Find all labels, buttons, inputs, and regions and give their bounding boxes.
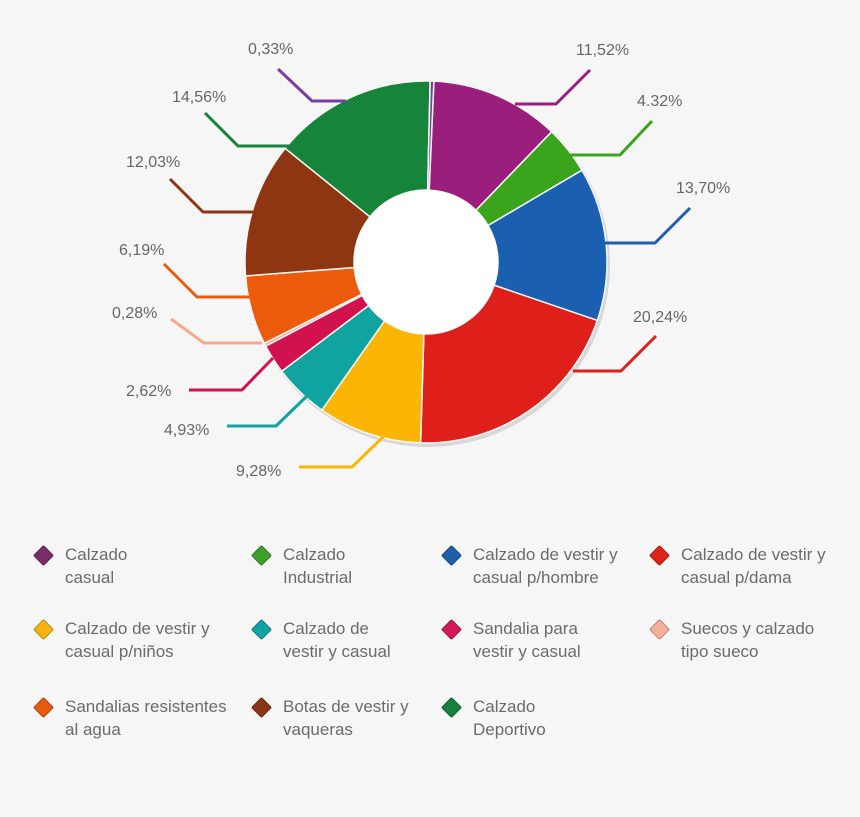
leader-line-10: [168, 177, 253, 214]
legend-label: Calzado Industrial: [283, 545, 352, 587]
data-label-8: 0,28%: [112, 305, 157, 322]
legend-label: Sandalia para vestir y casual: [473, 619, 581, 661]
legend-label: Calzado de vestir y casual: [283, 619, 391, 661]
legend-label: Botas de vestir y vaqueras: [283, 697, 409, 739]
leader-line-11: [203, 111, 289, 148]
data-label-3: 13,70%: [676, 180, 730, 197]
leader-line-12: [276, 67, 346, 103]
legend-label: Suecos y calzado tipo sueco: [681, 619, 815, 661]
leader-line-3: [604, 206, 692, 245]
legend-swatch-icon: [648, 618, 671, 641]
leader-line-4: [573, 334, 658, 373]
leader-line-5: [299, 433, 387, 469]
donut-hole: [354, 190, 498, 334]
donut-chart: 11,52% 4.32% 13,70% 20,24% 9,28% 4,93% 2,62% 0,…: [112, 41, 730, 480]
data-label-2: 4.32%: [637, 93, 682, 110]
legend-label: Calzado de vestir y casual p/hombre: [473, 545, 618, 587]
legend-label: Calzado casual: [65, 545, 128, 587]
legend-swatch-icon: [440, 544, 463, 567]
legend-label: Calzado Deportivo: [473, 697, 546, 739]
legend-swatch-icon: [32, 696, 55, 719]
leader-line-1: [515, 68, 592, 106]
data-label-6: 4,93%: [164, 422, 209, 439]
legend-swatch-icon: [32, 618, 55, 641]
legend-label: Calzado de vestir y casual p/niños: [65, 619, 210, 661]
data-label-10: 12,03%: [126, 154, 180, 171]
data-label-7: 2,62%: [126, 383, 171, 400]
leader-line-8: [170, 317, 262, 345]
leader-line-7: [189, 356, 275, 392]
leader-line-2: [566, 119, 654, 157]
data-label-4: 20,24%: [633, 309, 687, 326]
legend-label: Calzado de vestir y casual p/dama: [681, 545, 826, 587]
legend-swatch-icon: [250, 618, 273, 641]
leader-line-9: [162, 262, 250, 299]
legend-swatch-icon: [648, 544, 671, 567]
legend-swatch-icon: [250, 696, 273, 719]
legend-swatch-icon: [250, 544, 273, 567]
legend-swatch-icon: [440, 696, 463, 719]
data-label-12: 0,33%: [248, 41, 293, 58]
data-label-1: 11,52%: [576, 42, 629, 59]
data-label-9: 6,19%: [119, 242, 164, 259]
legend-swatch-icon: [440, 618, 463, 641]
data-label-5: 9,28%: [236, 463, 281, 480]
data-label-11: 14,56%: [172, 89, 226, 106]
legend-swatch-icon: [32, 544, 55, 567]
leader-line-6: [227, 394, 309, 428]
legend-label: Sandalias resistentes al agua: [65, 697, 227, 739]
